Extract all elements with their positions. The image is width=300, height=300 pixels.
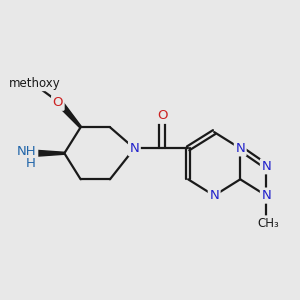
Text: H: H (26, 157, 36, 170)
Text: N: N (261, 160, 271, 173)
Text: O: O (52, 96, 63, 109)
Text: O: O (157, 109, 167, 122)
Text: methoxy: methoxy (9, 77, 61, 90)
Text: N: N (236, 142, 245, 155)
Polygon shape (32, 150, 64, 157)
Text: CH₃: CH₃ (257, 217, 279, 230)
Text: NH: NH (17, 145, 37, 158)
Text: N: N (209, 189, 219, 202)
Text: N: N (130, 142, 139, 155)
Text: N: N (261, 189, 271, 202)
Polygon shape (57, 100, 81, 128)
